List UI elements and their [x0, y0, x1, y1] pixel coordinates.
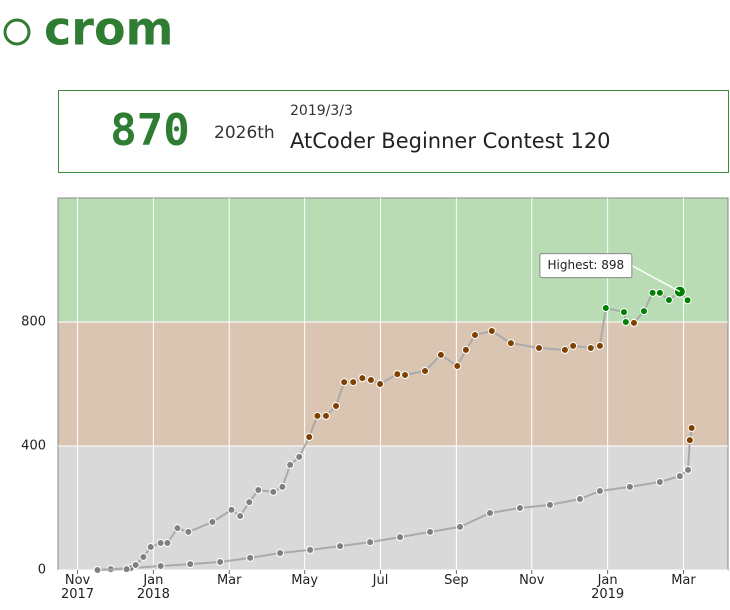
rating-point [163, 539, 172, 548]
rating-point [461, 345, 470, 354]
rating-point [336, 542, 345, 551]
rating-point [569, 341, 578, 350]
rating-point [131, 561, 140, 570]
chart: 0 400 800 Highest: 898 [21, 197, 729, 578]
rating-point [396, 533, 405, 542]
rating-point [208, 517, 217, 526]
rating-point [648, 288, 657, 297]
rating-point [619, 308, 628, 317]
logo-icon [3, 18, 31, 46]
rating-point [156, 561, 165, 570]
rating-point [276, 548, 285, 557]
rating-point [456, 522, 464, 531]
rating-point [655, 288, 664, 297]
x-tick-label: Jul [372, 573, 389, 588]
y-tick-label: 0 [38, 563, 46, 578]
rating-point [184, 527, 193, 536]
rating-point [393, 370, 402, 379]
rating: 870 [110, 105, 189, 156]
rating-band [58, 446, 728, 570]
rating-point [349, 378, 358, 387]
rating-point [376, 380, 385, 388]
rating-point [358, 374, 367, 383]
rating-point [295, 452, 304, 461]
rating-point [426, 527, 435, 536]
rating-point [254, 486, 263, 495]
rating-point [595, 486, 604, 495]
x-tick-label: Mar [671, 573, 696, 588]
rating-point [306, 545, 315, 554]
rating-point [173, 524, 182, 533]
rating-point [366, 375, 375, 384]
rating-point [687, 424, 696, 433]
rating-point [93, 566, 102, 574]
rating-point [655, 477, 664, 486]
rating-point [684, 465, 693, 474]
x-tick-label: Mar [216, 573, 242, 588]
rating-point [535, 344, 544, 353]
rating-point [156, 539, 165, 548]
rating-point [227, 505, 236, 514]
rating-point [286, 460, 295, 469]
rating-point [470, 331, 479, 340]
rating-point [246, 553, 255, 562]
rating-point [340, 378, 349, 387]
x-tick-label: Sep [444, 573, 469, 588]
rating-point [331, 402, 340, 411]
rating-point [515, 504, 524, 512]
rating-point [236, 512, 245, 521]
rating-point [186, 560, 195, 569]
logo[interactable]: crom [44, 2, 174, 56]
annotation-box [539, 253, 633, 279]
rating-point [322, 411, 330, 420]
rating-point [506, 339, 515, 348]
status-card [58, 90, 729, 173]
rating-band [58, 322, 728, 446]
rating-point [485, 508, 494, 517]
rating-point [625, 482, 634, 491]
rating-point [278, 482, 287, 491]
rating-point [269, 487, 278, 496]
rating-point [685, 436, 694, 445]
x-tick-label: Jan 2019 [591, 573, 625, 602]
x-tick-label: Jan 2018 [136, 573, 170, 602]
y-tick-label: 400 [21, 439, 46, 454]
rating-point [139, 552, 148, 561]
annotation-leader [631, 264, 681, 293]
rating-point [639, 307, 648, 316]
rating-point [595, 341, 604, 350]
rating-point [487, 326, 496, 335]
rating-point [675, 472, 684, 481]
rating-point [122, 565, 131, 574]
rating-point [216, 557, 225, 566]
annotation: Highest: 898 [548, 258, 625, 272]
contest-date: 2019/3/3 [290, 103, 353, 119]
rating-point [629, 318, 638, 327]
rank: 2026th [214, 123, 275, 143]
contest-name: AtCoder Beginner Contest 120 [290, 129, 611, 153]
rating-point [146, 543, 155, 552]
x-tick-label: Nov [519, 573, 545, 588]
rating-point [366, 538, 375, 547]
rating-point [601, 304, 610, 313]
x-tick-label: May [291, 573, 319, 588]
rating-point [586, 344, 595, 353]
rating-point [560, 345, 569, 354]
x-tick-label: Nov 2017 [60, 573, 95, 602]
rating-point [683, 296, 692, 305]
rating-point [305, 433, 314, 442]
rating-point [545, 500, 554, 509]
rating-point [421, 366, 430, 375]
rating-point [436, 350, 445, 359]
rating-point [621, 318, 630, 326]
rating-point [401, 371, 410, 380]
rating-point [453, 362, 462, 371]
rating-point [245, 498, 254, 507]
rating-point [575, 495, 584, 504]
rating-point [664, 295, 673, 304]
rating-point [313, 411, 322, 420]
y-tick-label: 800 [21, 315, 46, 330]
